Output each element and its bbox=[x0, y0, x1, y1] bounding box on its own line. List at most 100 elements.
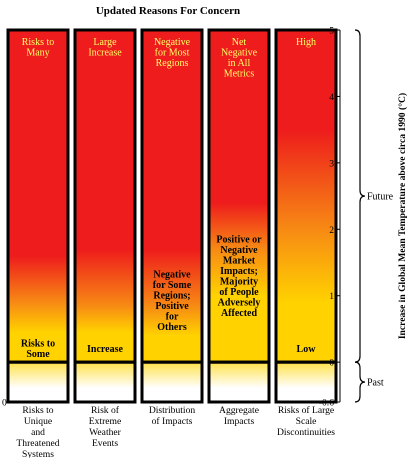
category-label-3: Distribution of Impacts bbox=[149, 405, 196, 427]
bar-1-label-1: Risks to Many bbox=[22, 37, 55, 59]
label-line: Adversely bbox=[218, 297, 261, 308]
future-brace bbox=[354, 29, 366, 363]
category-line: Scale bbox=[296, 416, 317, 427]
y-tick-label: 1 bbox=[329, 291, 334, 302]
category-line: Distribution bbox=[149, 405, 196, 416]
category-label-2: Risk of Extreme Weather Events bbox=[89, 405, 122, 449]
bar-5-label-2: Low bbox=[297, 344, 317, 355]
label-line: for Some bbox=[153, 280, 192, 291]
bar-past-border bbox=[274, 360, 338, 404]
label-line: Net bbox=[232, 37, 247, 48]
label-line: Increase bbox=[87, 344, 123, 355]
category-label-4: Aggregate Impacts bbox=[219, 405, 259, 427]
category-line: Systems bbox=[22, 449, 54, 458]
label-line: Risks to bbox=[22, 37, 55, 48]
label-line: Large bbox=[93, 37, 117, 48]
bar-past-border bbox=[140, 360, 204, 404]
label-line: Negative bbox=[221, 47, 258, 58]
baseline-label: 0 bbox=[2, 398, 7, 409]
bar-5: High Low bbox=[274, 28, 338, 404]
category-line: Extreme bbox=[89, 416, 122, 427]
label-line: Affected bbox=[221, 308, 258, 319]
category-line: Unique bbox=[24, 416, 52, 427]
bar-3-label-1: Negative for Most Regions bbox=[154, 37, 191, 69]
label-line: Regions bbox=[156, 58, 189, 69]
label-line: Majority bbox=[220, 276, 258, 287]
category-line: Discontinuities bbox=[277, 427, 335, 438]
label-line: Risks to bbox=[21, 339, 55, 350]
bar-past-fill bbox=[8, 362, 68, 402]
bar-future-fill bbox=[209, 30, 269, 363]
chart-title: Updated Reasons For Concern bbox=[96, 5, 240, 17]
label-line: Others bbox=[157, 322, 187, 333]
label-line: for Most bbox=[155, 47, 190, 58]
category-line: Risk of bbox=[91, 405, 120, 416]
past-brace bbox=[354, 361, 366, 403]
label-line: of People bbox=[219, 287, 259, 298]
label-line: Increase bbox=[88, 47, 122, 58]
future-brace-label: Future bbox=[367, 192, 394, 203]
y-tick-label: 2 bbox=[329, 225, 334, 236]
y-tick-label: 4 bbox=[329, 92, 334, 103]
label-line: for bbox=[166, 311, 179, 322]
label-line: Positive bbox=[155, 301, 189, 312]
category-line: Impacts bbox=[224, 416, 255, 427]
bar-past-border bbox=[73, 360, 137, 404]
y-tick-label: -0.6 bbox=[319, 398, 334, 409]
label-line: Impacts; bbox=[220, 266, 258, 277]
label-line: Negative bbox=[154, 37, 191, 48]
bar-future-fill bbox=[8, 30, 68, 363]
label-line: Negative bbox=[220, 245, 258, 256]
category-line: Aggregate bbox=[219, 405, 259, 416]
label-line: Low bbox=[297, 344, 317, 355]
bar-5-label-1: High bbox=[296, 37, 316, 48]
label-line: Positive or bbox=[216, 234, 262, 245]
bar-2-label-2: Increase bbox=[87, 344, 123, 355]
bar-past-fill bbox=[75, 362, 135, 402]
label-line: Many bbox=[26, 47, 49, 58]
category-line: of Impacts bbox=[152, 416, 193, 427]
label-line: Metrics bbox=[224, 68, 255, 79]
bar-future-fill bbox=[276, 30, 336, 363]
category-labels: Risks to Unique and Threatened Systems Risk o… bbox=[16, 405, 335, 458]
label-line: Negative bbox=[153, 269, 191, 280]
category-label-1: Risks to Unique and Threatened Systems bbox=[16, 405, 59, 458]
bar-2-label-1: Large Increase bbox=[88, 37, 122, 59]
bar-future-fill bbox=[142, 30, 202, 363]
label-line: in All bbox=[228, 58, 251, 69]
past-brace-label: Past bbox=[367, 378, 384, 389]
bar-4-label-1: Net Negative in All Metrics bbox=[221, 37, 258, 80]
period-braces: Future Past bbox=[354, 29, 394, 403]
category-line: and bbox=[31, 427, 45, 438]
label-line: Market bbox=[223, 255, 256, 266]
y-axis-label: Increase in Global Mean Temperature abov… bbox=[397, 93, 408, 339]
bar-3-label-2: Negative for Some Regions; Positive for Other… bbox=[153, 269, 192, 333]
bar-past-fill bbox=[276, 362, 336, 402]
y-tick-label: 3 bbox=[329, 158, 334, 169]
y-axis: 5 4 3 2 1 0 -0.6 0 bbox=[2, 26, 341, 409]
category-line: Threatened bbox=[16, 438, 59, 449]
y-tick-label: 0 bbox=[329, 358, 334, 369]
bar-past-fill bbox=[209, 362, 269, 402]
bar-future-fill bbox=[75, 30, 135, 363]
bar-1-label-2: Risks to Some bbox=[21, 339, 55, 361]
bar-past-border bbox=[6, 360, 70, 404]
category-line: Risks of Large bbox=[278, 405, 334, 416]
y-tick-label: 5 bbox=[329, 26, 334, 37]
category-line: Weather bbox=[89, 427, 122, 438]
bar-past-border bbox=[207, 360, 271, 404]
bar-past-fill bbox=[142, 362, 202, 402]
label-line: Some bbox=[26, 349, 50, 360]
label-line: Regions; bbox=[153, 290, 190, 301]
category-line: Events bbox=[92, 438, 118, 449]
bar-4-label-2: Positive or Negative Market Impacts; Majorit… bbox=[216, 234, 262, 319]
label-line: High bbox=[296, 37, 316, 48]
category-line: Risks to bbox=[22, 405, 53, 416]
category-label-5: Risks of Large Scale Discontinuities bbox=[277, 405, 335, 438]
